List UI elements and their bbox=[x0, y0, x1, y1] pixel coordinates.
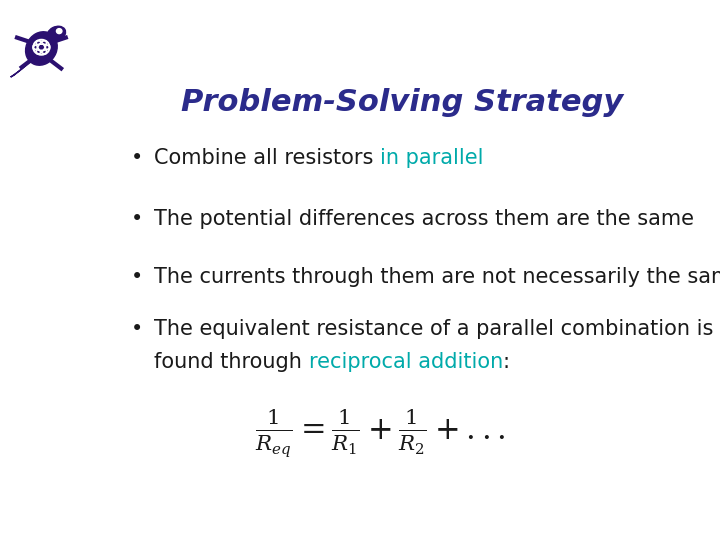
Text: The currents through them are not necessarily the same: The currents through them are not necess… bbox=[154, 267, 720, 287]
Text: Combine all resistors: Combine all resistors bbox=[154, 148, 380, 168]
Text: Problem-Solving Strategy: Problem-Solving Strategy bbox=[181, 87, 624, 117]
Ellipse shape bbox=[26, 32, 57, 65]
Text: reciprocal addition: reciprocal addition bbox=[309, 352, 503, 372]
Text: The equivalent resistance of a parallel combination is: The equivalent resistance of a parallel … bbox=[154, 319, 714, 339]
Circle shape bbox=[56, 29, 62, 33]
Polygon shape bbox=[11, 58, 33, 77]
Text: $\frac{1}{R_{eq}} = \frac{1}{R_1} + \frac{1}{R_2} + ...$: $\frac{1}{R_{eq}} = \frac{1}{R_1} + \fra… bbox=[255, 407, 505, 459]
Text: in parallel: in parallel bbox=[380, 148, 484, 168]
Ellipse shape bbox=[48, 26, 66, 41]
Text: •: • bbox=[131, 267, 143, 287]
Text: The potential differences across them are the same: The potential differences across them ar… bbox=[154, 208, 694, 228]
Text: •: • bbox=[131, 319, 143, 339]
Text: •: • bbox=[131, 148, 143, 168]
Text: •: • bbox=[131, 208, 143, 228]
Text: found through: found through bbox=[154, 352, 309, 372]
Text: :: : bbox=[503, 352, 510, 372]
